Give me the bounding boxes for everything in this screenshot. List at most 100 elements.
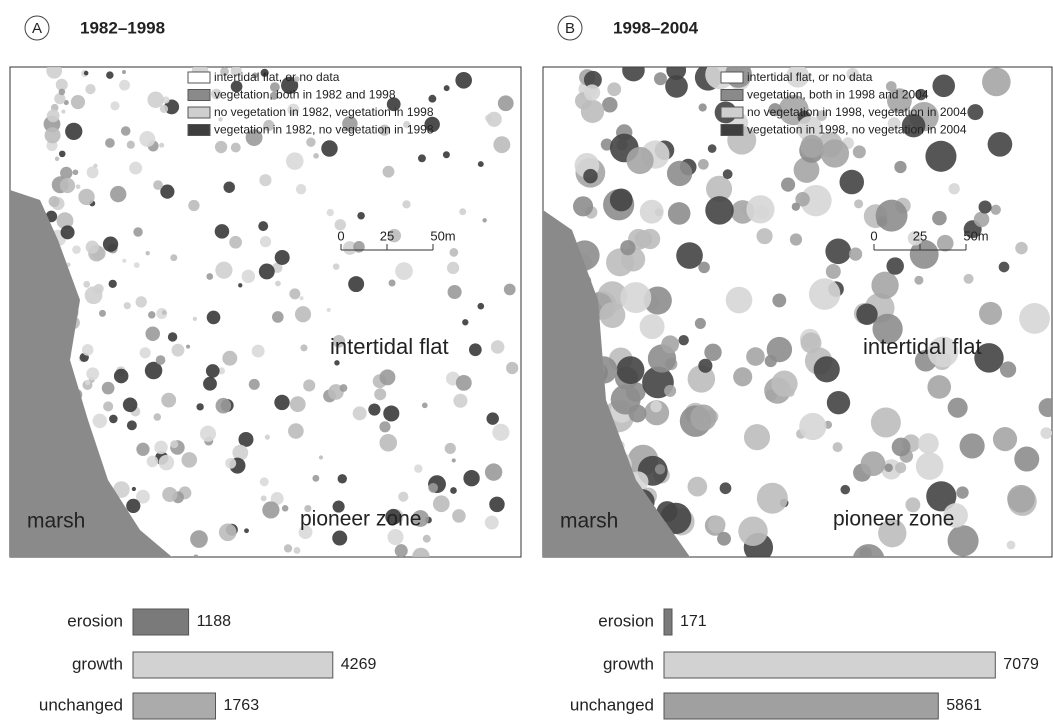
vegetation-patch xyxy=(799,413,826,440)
vegetation-patch xyxy=(665,75,688,98)
vegetation-patch xyxy=(695,318,706,329)
vegetation-patch xyxy=(340,384,348,392)
vegetation-patch xyxy=(225,458,236,469)
vegetation-patch xyxy=(979,302,1002,325)
vegetation-patch xyxy=(121,126,131,136)
vegetation-patch xyxy=(999,262,1010,273)
vegetation-patch xyxy=(455,72,472,89)
vegetation-patch xyxy=(792,203,800,211)
vegetation-patch xyxy=(402,200,410,208)
vegetation-patch xyxy=(156,355,166,365)
vegetation-patch xyxy=(252,345,265,358)
legend-swatch xyxy=(721,125,743,136)
legend-swatch xyxy=(188,90,210,101)
vegetation-patch xyxy=(937,235,954,252)
vegetation-patch xyxy=(705,196,733,224)
vegetation-patch xyxy=(668,202,691,225)
vegetation-patch xyxy=(110,101,119,110)
vegetation-patch xyxy=(288,423,304,439)
vegetation-patch xyxy=(249,379,260,390)
legend-swatch xyxy=(721,72,743,83)
legend-swatch xyxy=(721,90,743,101)
vegetation-patch xyxy=(290,396,306,412)
vegetation-patch xyxy=(87,166,99,178)
vegetation-patch xyxy=(85,286,103,304)
vegetation-patch xyxy=(170,254,177,261)
vegetation-patch xyxy=(1014,447,1039,472)
legend-label: intertidal flat, or no data xyxy=(747,70,873,84)
vegetation-patch xyxy=(620,240,635,255)
legend-swatch xyxy=(188,125,210,136)
vegetation-patch xyxy=(123,398,138,413)
vegetation-patch xyxy=(387,529,403,545)
vegetation-patch xyxy=(506,362,518,374)
vegetation-patch xyxy=(333,263,340,270)
panel-label: A xyxy=(32,20,42,37)
vegetation-patch xyxy=(967,104,983,120)
vegetation-patch xyxy=(746,347,765,366)
legend-swatch xyxy=(188,72,210,83)
vegetation-patch xyxy=(821,139,849,167)
vegetation-patch xyxy=(262,501,279,518)
vegetation-patch xyxy=(72,245,81,254)
vegetation-patch xyxy=(916,452,944,480)
vegetation-patch xyxy=(708,144,717,153)
category-label: growth xyxy=(603,654,654,673)
legend-label: vegetation, both in 1982 and 1998 xyxy=(214,88,396,102)
vegetation-patch xyxy=(932,75,955,98)
vegetation-patch xyxy=(127,420,137,430)
vegetation-patch xyxy=(321,140,337,156)
vegetation-patch xyxy=(453,394,467,408)
vegetation-patch xyxy=(583,169,597,183)
vegetation-patch xyxy=(374,388,386,400)
vegetation-patch xyxy=(47,109,60,122)
vegetation-patch xyxy=(59,89,66,96)
vegetation-patch xyxy=(428,95,436,103)
vegetation-patch xyxy=(960,433,985,458)
vegetation-patch xyxy=(145,326,160,341)
vegetation-patch xyxy=(948,398,968,418)
vegetation-patch xyxy=(139,131,155,147)
vegetation-patch xyxy=(825,238,851,264)
vegetation-patch xyxy=(814,356,840,382)
vegetation-patch xyxy=(854,199,863,208)
vegetation-patch xyxy=(462,319,468,325)
vegetation-patch xyxy=(1040,427,1052,439)
vegetation-patch xyxy=(161,393,176,408)
vegetation-patch xyxy=(456,375,472,391)
vegetation-patch xyxy=(154,441,167,454)
vegetation-patch xyxy=(85,380,90,385)
vegetation-patch xyxy=(861,451,886,476)
vegetation-patch xyxy=(602,97,617,112)
legend-swatch xyxy=(188,107,210,118)
vegetation-patch xyxy=(884,464,893,473)
vegetation-patch xyxy=(148,311,155,318)
vegetation-patch xyxy=(119,80,130,91)
scale-label: 25 xyxy=(913,228,927,243)
vegetation-patch xyxy=(949,183,960,194)
vegetation-patch xyxy=(767,337,792,362)
vegetation-patch xyxy=(667,161,692,186)
vegetation-patch xyxy=(932,211,947,226)
vegetation-patch xyxy=(486,412,498,424)
vegetation-patch xyxy=(717,532,731,546)
vegetation-patch xyxy=(914,276,923,285)
vegetation-patch xyxy=(927,375,951,399)
vegetation-patch xyxy=(84,71,89,76)
scale-label: 0 xyxy=(337,228,344,243)
vegetation-patch xyxy=(134,262,140,268)
vegetation-patch xyxy=(801,332,822,353)
vegetation-patch xyxy=(1007,541,1016,550)
vegetation-patch xyxy=(894,161,906,173)
vegetation-patch xyxy=(871,408,901,438)
legend-label: no vegetation in 1998, vegetation in 200… xyxy=(747,105,967,119)
vegetation-patch xyxy=(757,228,773,244)
legend-label: vegetation in 1982, no vegetation in 199… xyxy=(214,123,434,137)
vegetation-patch xyxy=(170,440,178,448)
vegetation-patch xyxy=(477,303,484,310)
vegetation-patch xyxy=(86,240,99,253)
vegetation-patch xyxy=(83,281,90,288)
vegetation-patch xyxy=(485,516,499,530)
vegetation-patch xyxy=(620,282,651,313)
vegetation-patch xyxy=(78,189,94,205)
